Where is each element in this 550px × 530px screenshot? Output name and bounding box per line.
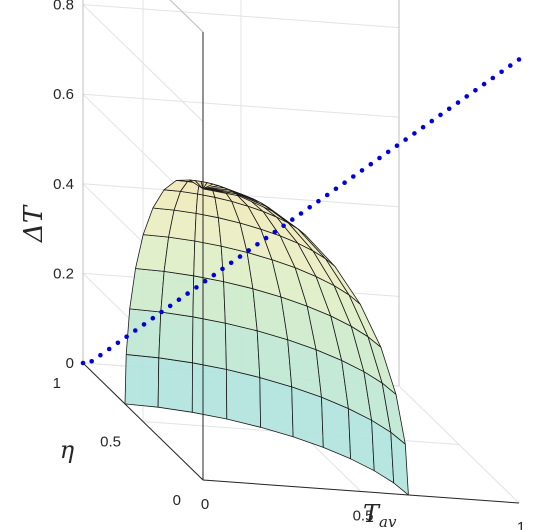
scatter-point	[481, 81, 487, 87]
scatter-layer	[80, 57, 522, 366]
scatter-point	[246, 248, 251, 253]
surface-patch	[291, 386, 324, 448]
surface-patch	[192, 275, 226, 324]
z-tick-label: 0.2	[53, 265, 74, 282]
scatter-point	[351, 174, 356, 179]
scatter-point	[133, 328, 138, 333]
surface-patch	[193, 240, 225, 283]
scatter-point	[176, 297, 182, 303]
scatter-point	[429, 118, 435, 124]
scatter-point	[141, 322, 147, 327]
surface-patch	[192, 316, 227, 370]
scatter-point	[237, 254, 243, 259]
surface-patch	[223, 281, 258, 332]
x-axis-label-sub: av	[379, 513, 397, 530]
surface-patch	[225, 368, 262, 428]
x-tick-label: 0	[201, 496, 209, 513]
scatter-point	[342, 180, 347, 185]
scatter-point	[202, 278, 208, 284]
scatter-point	[412, 131, 417, 136]
surface-patch	[259, 377, 294, 438]
scatter-point	[124, 334, 129, 340]
axis-layer	[82, 32, 520, 504]
scatter-point	[333, 186, 339, 192]
scatter-point	[194, 285, 199, 290]
surface-patch	[191, 362, 228, 420]
surface-patch	[158, 311, 194, 364]
surface-patch	[194, 212, 222, 247]
scatter-point	[420, 124, 426, 130]
box-edge	[169, 0, 204, 33]
surface-layer	[124, 179, 409, 496]
scatter-point	[298, 211, 304, 216]
scatter-point	[89, 359, 94, 364]
scatter-point	[290, 217, 295, 222]
y-axis-line	[82, 362, 204, 481]
scatter-point	[98, 352, 103, 358]
scatter-point	[185, 291, 190, 296]
scatter-point	[455, 100, 461, 105]
surface-patch	[157, 357, 193, 413]
scatter-point	[263, 235, 269, 241]
scatter-point	[150, 315, 156, 321]
scatter-point	[228, 260, 234, 266]
scatter-point	[272, 229, 278, 235]
scatter-point	[473, 88, 478, 93]
x-axis-line	[202, 479, 520, 504]
z-tick-label: 0.6	[53, 86, 74, 103]
surface-patch	[224, 322, 261, 378]
scatter-point	[307, 205, 313, 210]
y-tick-label: 1	[53, 375, 61, 392]
scatter-point	[106, 346, 112, 352]
scatter-point	[167, 303, 173, 309]
scatter-point	[438, 112, 443, 118]
surface-patch	[125, 308, 162, 359]
scatter-point	[394, 143, 400, 148]
scatter-point	[324, 192, 330, 198]
y-tick-label: 0	[173, 492, 181, 509]
z-tick-label: 0.4	[53, 176, 74, 193]
scatter-point	[377, 155, 382, 161]
scatter-point	[516, 57, 522, 62]
scatter-point	[255, 242, 260, 247]
surface-patch	[390, 431, 409, 496]
x-tick-label: 0.5	[353, 508, 374, 525]
scatter-point	[464, 94, 470, 99]
z-tick-label: 0	[66, 355, 74, 372]
x-axis-label: Tav	[363, 500, 397, 530]
x-axis-label-main: T	[363, 500, 381, 528]
surface-patch	[129, 268, 165, 313]
scatter-point	[220, 266, 225, 272]
surface-patch	[163, 236, 196, 277]
z-axis-label: ΔT	[19, 204, 49, 243]
scatter-point	[281, 223, 286, 229]
scatter-point	[368, 161, 374, 167]
scatter-point	[159, 309, 164, 315]
x-tick-label: 1	[517, 519, 525, 530]
scatter-point	[508, 63, 513, 68]
z-tick-label: 0.8	[53, 0, 74, 14]
scatter-point	[115, 340, 121, 346]
y-axis-label: η	[60, 436, 75, 464]
scatter-point	[359, 168, 365, 173]
scatter-point	[316, 198, 321, 204]
scatter-point	[211, 272, 217, 278]
surface-patch	[124, 354, 160, 408]
y-tick-label: 0.5	[100, 434, 121, 451]
scatter-point	[490, 75, 496, 81]
scatter-point	[446, 106, 452, 112]
scatter-point	[403, 137, 408, 142]
scatter-point	[385, 149, 391, 155]
scatter-point	[499, 69, 504, 75]
